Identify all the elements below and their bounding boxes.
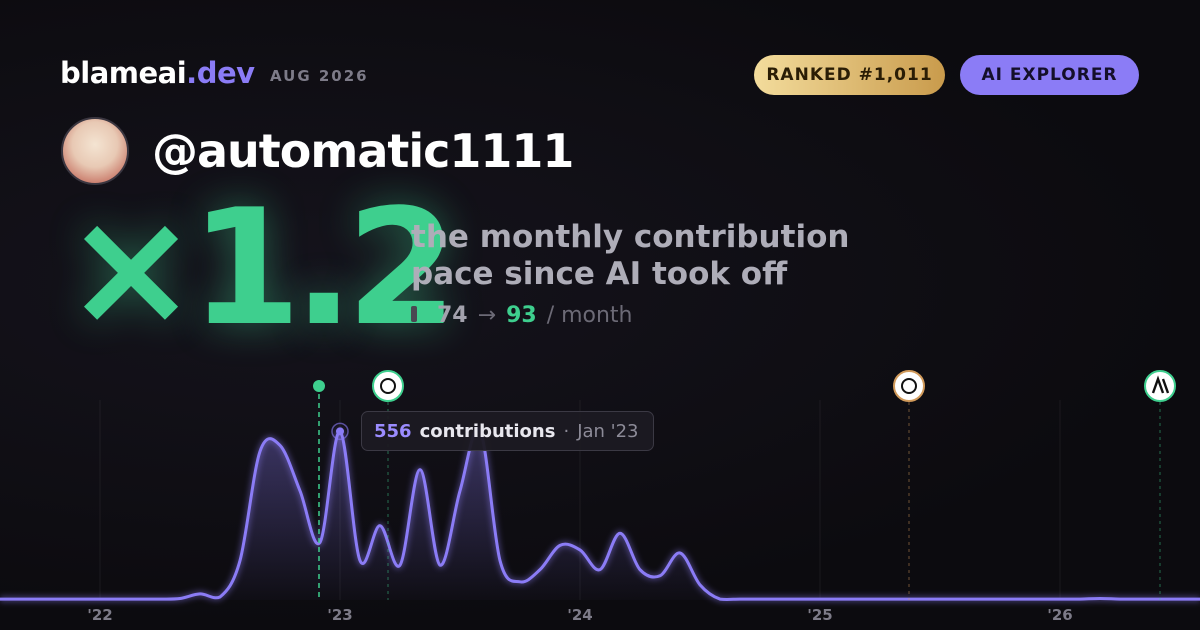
before: 74 xyxy=(437,303,468,328)
tooltip-separator: · xyxy=(563,420,570,442)
after: 93 xyxy=(506,303,537,328)
multiplier: ×1.2 xyxy=(64,174,457,361)
description: the monthly contribution pace since AI t… xyxy=(411,219,849,293)
avatar xyxy=(61,117,129,185)
brand: blameai.dev xyxy=(60,56,255,90)
event-icon-glyph xyxy=(901,378,917,394)
unit: / month xyxy=(546,303,633,328)
stats: 74 → 93 / month xyxy=(411,303,633,328)
tooltip-label: contributions xyxy=(419,420,556,442)
description-line: the monthly contribution xyxy=(411,219,850,255)
explorer-badge: AI EXPLORER xyxy=(960,55,1139,95)
tooltip: 556 contributions · Jan '23 xyxy=(361,411,654,451)
event-dot xyxy=(313,380,325,392)
x-tick-label: '25 xyxy=(807,606,832,624)
hover-ring xyxy=(331,422,349,441)
rank-badge: RANKED #1,011 xyxy=(754,55,945,95)
x-tick-label: '26 xyxy=(1047,606,1072,624)
hover-point xyxy=(336,427,344,436)
line xyxy=(0,426,1200,601)
brand-tld: .dev xyxy=(186,56,255,90)
brand-name: blameai xyxy=(60,56,187,90)
x-tick-label: '24 xyxy=(567,606,592,624)
event-icon-glyph xyxy=(1151,375,1170,394)
event-icon xyxy=(372,370,404,402)
tooltip-value: 556 xyxy=(374,420,412,442)
area xyxy=(0,428,1200,600)
tooltip-date: Jan '23 xyxy=(577,420,639,442)
handle: @automatic1111 xyxy=(152,124,574,178)
arrow: → xyxy=(477,303,497,328)
stats-icon xyxy=(411,303,427,328)
event-icon xyxy=(893,370,925,402)
description-line: pace since AI took off xyxy=(411,256,788,292)
event-icon-glyph xyxy=(380,378,396,394)
date: AUG 2026 xyxy=(270,67,369,85)
x-tick-label: '23 xyxy=(327,606,352,624)
x-tick-label: '22 xyxy=(87,606,112,624)
